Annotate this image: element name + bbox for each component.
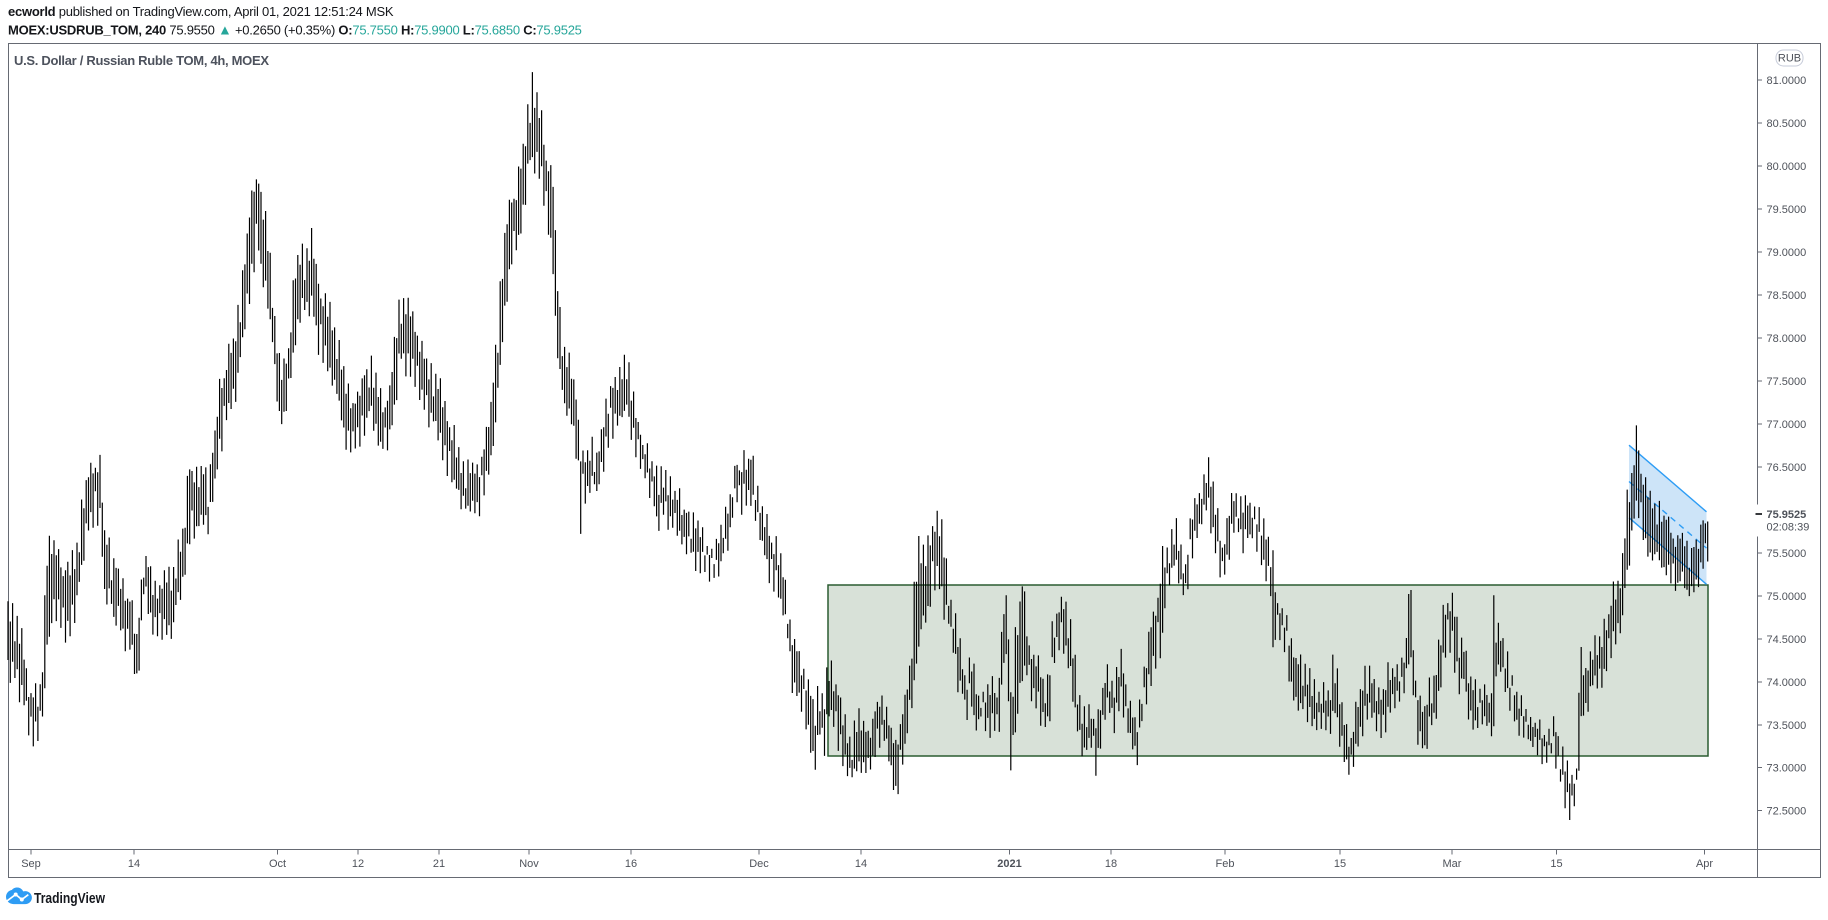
svg-text:2021: 2021: [997, 858, 1021, 870]
svg-text:77.0000: 77.0000: [1767, 419, 1807, 431]
svg-text:75.9525: 75.9525: [1767, 509, 1807, 521]
svg-text:16: 16: [625, 858, 637, 870]
svg-text:Nov: Nov: [519, 858, 539, 870]
svg-text:Feb: Feb: [1216, 858, 1235, 870]
svg-text:79.0000: 79.0000: [1767, 247, 1807, 259]
svg-text:ecworld published on TradingVi: ecworld published on TradingView.com, Ap…: [8, 4, 394, 19]
svg-text:RUB: RUB: [1778, 53, 1801, 65]
svg-text:81.0000: 81.0000: [1767, 75, 1807, 87]
svg-text:15: 15: [1550, 858, 1562, 870]
svg-text:73.5000: 73.5000: [1767, 720, 1807, 732]
svg-text:72.5000: 72.5000: [1767, 806, 1807, 818]
svg-text:80.0000: 80.0000: [1767, 161, 1807, 173]
svg-text:MOEX:USDRUB_TOM, 240 75.9550 ▲: MOEX:USDRUB_TOM, 240 75.9550 ▲ +0.2650 (…: [8, 22, 582, 38]
svg-text:15: 15: [1334, 858, 1346, 870]
svg-text:77.5000: 77.5000: [1767, 376, 1807, 388]
svg-text:74.5000: 74.5000: [1767, 634, 1807, 646]
svg-text:21: 21: [433, 858, 445, 870]
svg-text:U.S. Dollar / Russian Ruble TO: U.S. Dollar / Russian Ruble TOM, 4h, MOE…: [14, 53, 269, 68]
svg-text:74.0000: 74.0000: [1767, 677, 1807, 689]
svg-text:TradingView: TradingView: [34, 890, 105, 907]
svg-text:14: 14: [128, 858, 140, 870]
svg-text:Sep: Sep: [21, 858, 41, 870]
svg-text:18: 18: [1105, 858, 1117, 870]
svg-text:79.5000: 79.5000: [1767, 204, 1807, 216]
svg-text:75.0000: 75.0000: [1767, 591, 1807, 603]
svg-text:12: 12: [352, 858, 364, 870]
svg-text:Mar: Mar: [1443, 858, 1462, 870]
svg-text:78.0000: 78.0000: [1767, 333, 1807, 345]
svg-text:76.5000: 76.5000: [1767, 462, 1807, 474]
svg-text:73.0000: 73.0000: [1767, 763, 1807, 775]
svg-text:14: 14: [855, 858, 867, 870]
svg-text:Oct: Oct: [269, 858, 286, 870]
svg-text:80.5000: 80.5000: [1767, 118, 1807, 130]
svg-text:Apr: Apr: [1696, 858, 1713, 870]
svg-text:Dec: Dec: [749, 858, 769, 870]
svg-text:78.5000: 78.5000: [1767, 290, 1807, 302]
svg-text:02:08:39: 02:08:39: [1767, 522, 1810, 534]
svg-text:75.5000: 75.5000: [1767, 548, 1807, 560]
